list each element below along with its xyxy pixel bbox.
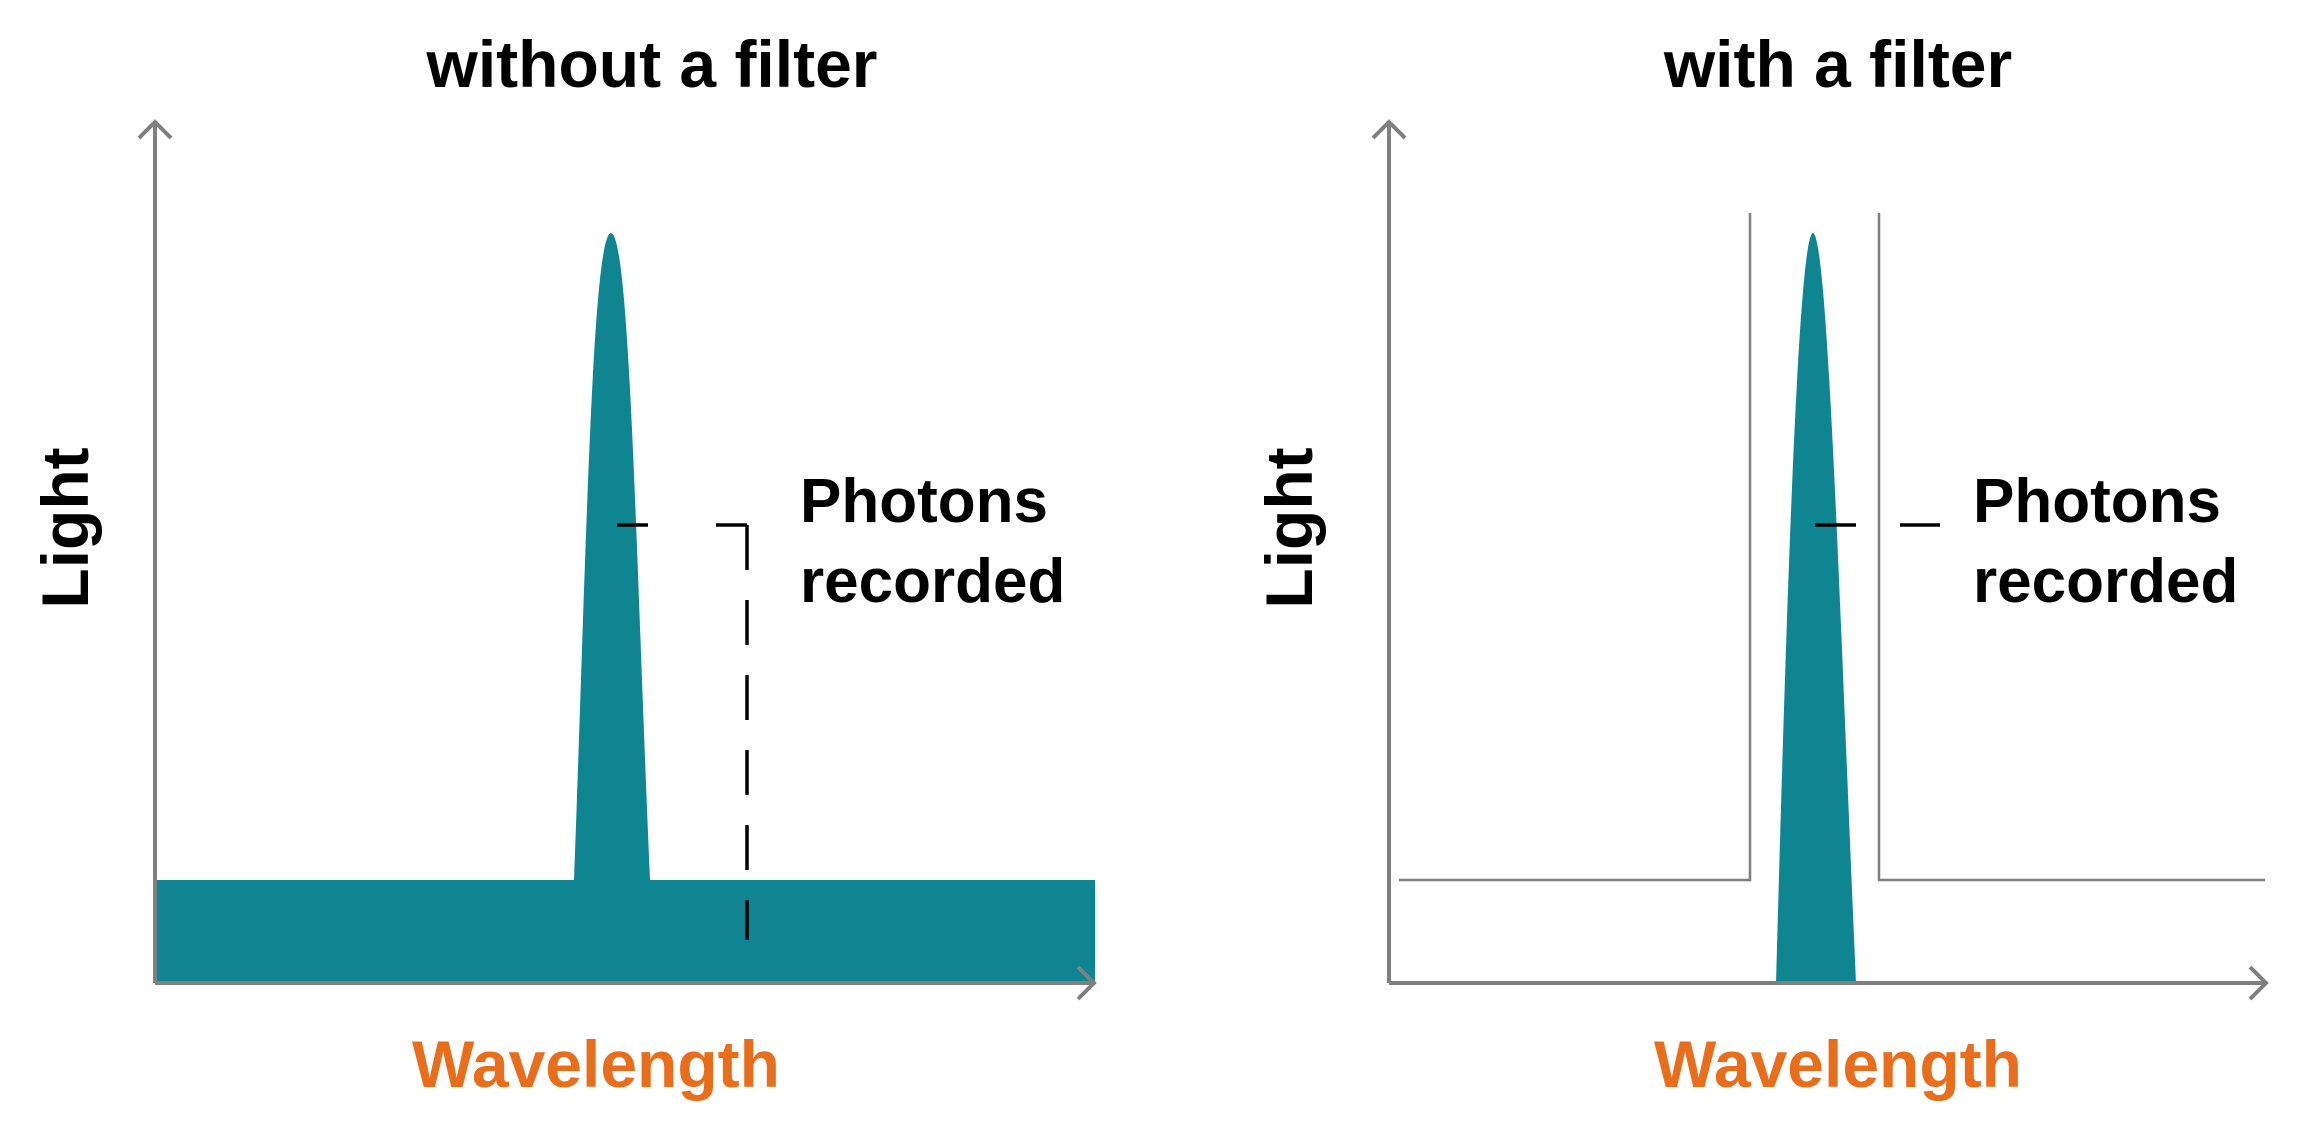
photons-recorded-label-left: Photons recorded bbox=[800, 467, 1065, 616]
x-axis-arrow-left bbox=[1076, 965, 1097, 1001]
y-axis-label-right: Light bbox=[1252, 447, 1326, 608]
panel-title-with-filter: with a filter bbox=[1663, 27, 2012, 101]
y-axis-arrow-right bbox=[1371, 119, 1407, 140]
annotation-line-1-left: Photons bbox=[800, 467, 1048, 536]
photons-recorded-bracket-left bbox=[617, 523, 749, 940]
filter-passband-outline bbox=[1399, 213, 2265, 882]
y-axis-arrow-left bbox=[137, 119, 173, 140]
x-axis-arrow-right bbox=[2248, 965, 2269, 1001]
annotation-line-2-left: recorded bbox=[800, 547, 1065, 616]
emission-peak-signal-right bbox=[1776, 233, 1856, 983]
panel-with-filter: with a filter Light Photons recorded Wav… bbox=[1252, 27, 2269, 1101]
photons-recorded-label-right: Photons recorded bbox=[1973, 467, 2238, 616]
emission-peak-signal-left bbox=[574, 233, 650, 983]
x-axis-label-right: Wavelength bbox=[1654, 1027, 2022, 1101]
y-axis-label-left: Light bbox=[28, 447, 102, 608]
x-axis-label-left: Wavelength bbox=[412, 1027, 780, 1101]
annotation-line-2-right: recorded bbox=[1973, 547, 2238, 616]
panel-without-filter: without a filter Light Photons recorded … bbox=[28, 27, 1097, 1101]
panel-title-without-filter: without a filter bbox=[426, 27, 878, 101]
annotation-line-1-right: Photons bbox=[1973, 467, 2221, 536]
